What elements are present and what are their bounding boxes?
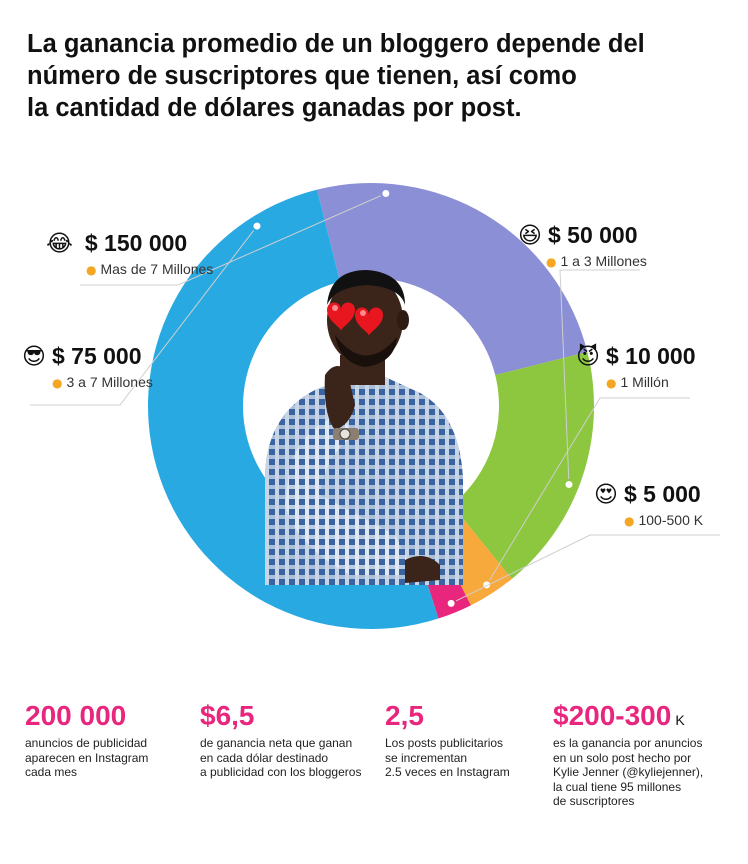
squinting-laugh-icon: 😆: [518, 223, 542, 249]
laughing-tears-icon: 😂: [46, 231, 73, 257]
heart-eyes-face-icon: 😍: [594, 482, 618, 508]
donut-slice: [317, 183, 588, 376]
amount-label: $ 75 000: [51, 343, 142, 369]
callout-10000: 😈 $ 10 000 ● 1 Millón: [576, 343, 696, 390]
stat-description: de ganancia neta que ganan en cada dólar…: [200, 736, 362, 779]
stat-value: 200 000: [25, 700, 127, 731]
amount-label: $ 50 000: [547, 222, 638, 248]
amount-label: $ 5 000: [623, 481, 701, 507]
subscribers-label: Mas de 7 Millones: [100, 261, 214, 277]
amount-label: $ 10 000: [605, 343, 696, 369]
subscribers-label: 1 a 3 Millones: [560, 253, 647, 269]
leader-line: [80, 193, 387, 286]
callout-50000: 😆 $ 50 000 ● 1 a 3 Millones: [518, 222, 647, 269]
title-line-1: La ganancia promedio de un bloggero depe…: [27, 30, 645, 58]
leader-line: [30, 225, 258, 406]
callout-150000: 😂 $ 150 000 ● Mas de 7 Millones: [46, 230, 213, 277]
stat-kylie-jenner: $200-300 K es la ganancia por anuncios en…: [553, 700, 733, 809]
amount-label: $ 150 000: [84, 230, 188, 256]
stat-value: $200-300: [553, 700, 672, 731]
sunglasses-face-icon: 😎: [22, 344, 46, 370]
subscribers-label: 100-500 K: [638, 512, 704, 528]
person-icon: ●: [606, 376, 617, 390]
leader-line: [559, 269, 640, 485]
leader-dot: [380, 188, 392, 200]
leader-dot: [251, 220, 263, 232]
title-line-2: número de suscriptores que tienen, así c…: [27, 62, 577, 90]
leader-line: [450, 534, 720, 604]
subscribers-label: 1 Millón: [620, 374, 669, 390]
devil-icon: 😈: [576, 344, 600, 370]
person-icon: ●: [546, 255, 557, 269]
donut-slice: [451, 352, 595, 579]
leader-dot: [445, 597, 457, 609]
callout-75000: 😎 $ 75 000 ● 3 a 7 Millones: [22, 343, 153, 390]
callout-5000: 😍 $ 5 000 ● 100-500 K: [594, 481, 703, 528]
stat-ads-per-month: 200 000 anuncios de publicidad aparecen …: [25, 700, 185, 780]
donut-slice: [148, 189, 439, 629]
leader-line: [486, 397, 690, 586]
person-icon: ●: [52, 376, 63, 390]
heart-eyes-icon: [327, 302, 383, 336]
page-title: La ganancia promedio de un bloggero depe…: [27, 28, 717, 124]
stat-description: Los posts publicitarios se incrementan 2…: [385, 736, 510, 779]
man-thinking-photo: [265, 270, 463, 585]
stat-net-profit: $6,5 de ganancia neta que ganan en cada …: [200, 700, 375, 780]
stat-value: 2,5: [385, 700, 424, 731]
stat-value: $6,5: [200, 700, 255, 731]
subscribers-label: 3 a 7 Millones: [66, 374, 153, 390]
person-icon: ●: [86, 263, 97, 277]
stat-description: es la ganancia por anuncios en un solo p…: [553, 736, 704, 808]
stat-description: anuncios de publicidad aparecen en Insta…: [25, 736, 149, 779]
title-line-3: la cantidad de dólares ganadas por post.: [27, 94, 522, 122]
stat-unit: K: [675, 712, 685, 728]
stat-post-increase: 2,5 Los posts publicitarios se increment…: [385, 700, 535, 780]
leader-dot: [563, 479, 575, 491]
person-icon: ●: [624, 514, 635, 528]
